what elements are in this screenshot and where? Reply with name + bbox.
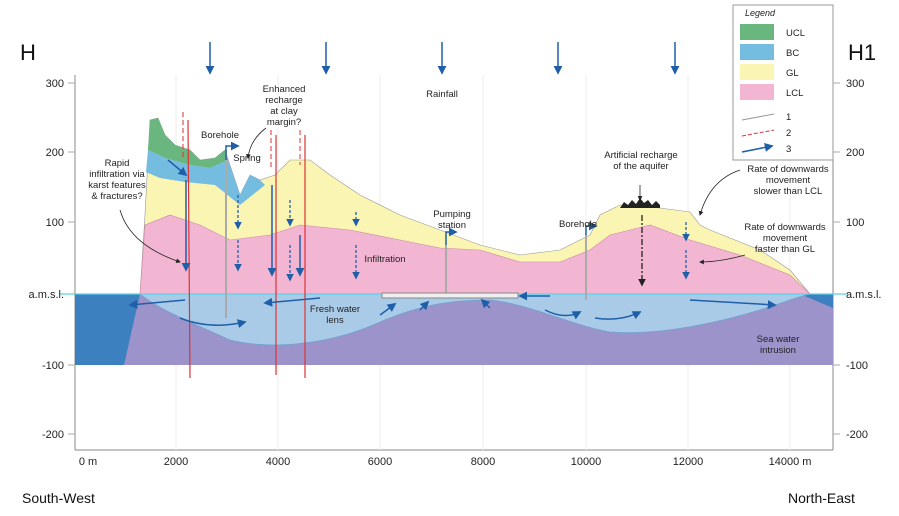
left-tick-label: 100 bbox=[46, 217, 64, 229]
legend-label: UCL bbox=[786, 28, 805, 39]
left-tick-label: -200 bbox=[42, 429, 64, 441]
annotation: movement bbox=[763, 233, 808, 244]
annotation: Borehole bbox=[201, 130, 239, 141]
swatch bbox=[740, 24, 774, 40]
ucl-layer bbox=[148, 118, 228, 168]
borehole-arrow bbox=[585, 221, 598, 235]
left-tick-label: -100 bbox=[42, 360, 64, 372]
leaders bbox=[119, 127, 746, 265]
annotation: at clay bbox=[270, 106, 298, 117]
annotation: Infiltration bbox=[364, 254, 405, 265]
lcl-layer bbox=[139, 214, 811, 295]
boreholes bbox=[225, 150, 587, 318]
bottom-tick-label: 6000 bbox=[368, 456, 392, 468]
right-tick-label: -200 bbox=[846, 429, 868, 441]
annotation: Rate of downwards bbox=[744, 222, 826, 233]
annotation: intrusion bbox=[760, 345, 796, 356]
right-tick-label: 200 bbox=[846, 147, 864, 159]
annotation: karst features bbox=[88, 180, 146, 191]
sea-right bbox=[800, 294, 833, 308]
annotation: margin? bbox=[267, 117, 301, 128]
bottom-tick-label: 12000 bbox=[673, 456, 704, 468]
swatch bbox=[740, 64, 774, 80]
faults-dashed bbox=[182, 112, 301, 170]
faults bbox=[187, 119, 306, 379]
swatch-line bbox=[741, 129, 775, 137]
annotation: Artificial recharge bbox=[604, 150, 677, 161]
left-tick-label: 300 bbox=[46, 78, 64, 90]
annotation: of the aquifer bbox=[613, 161, 668, 172]
annotation: Rate of downwards bbox=[747, 164, 829, 175]
annotation: Enhanced bbox=[263, 84, 306, 95]
annotation: Pumping bbox=[433, 209, 471, 220]
annotation: Sea water bbox=[757, 334, 800, 345]
swatch-line bbox=[741, 113, 775, 121]
sea-left bbox=[75, 294, 140, 365]
annotation: infiltration via bbox=[89, 169, 145, 180]
bottom-tick-label: 14000 m bbox=[769, 456, 812, 468]
section-start: H bbox=[20, 40, 36, 65]
pumping-pipe bbox=[381, 292, 519, 299]
swatch-arrow bbox=[741, 142, 774, 153]
bottom-tick-label: 8000 bbox=[471, 456, 495, 468]
annotation: faster than GL bbox=[755, 244, 815, 255]
swatch bbox=[740, 84, 774, 100]
legend-label: GL bbox=[786, 68, 799, 79]
legend-title: Legend bbox=[745, 8, 776, 18]
legend-label: 2 bbox=[786, 128, 791, 139]
bottom-tick-label: 0 m bbox=[79, 456, 97, 468]
legend: Legend UCL BC GL LCL 1 2 3 bbox=[732, 4, 834, 161]
annotation: & fractures? bbox=[91, 191, 142, 202]
recharge-facility bbox=[620, 198, 660, 208]
annotation: Rainfall bbox=[426, 89, 458, 100]
flow-arrows bbox=[128, 42, 777, 328]
annotation: movement bbox=[766, 175, 811, 186]
bottom-tick-label: 10000 bbox=[571, 456, 602, 468]
annotation: Borehole bbox=[559, 219, 597, 230]
annotation: slower than LCL bbox=[754, 186, 823, 197]
bc-layer bbox=[146, 150, 265, 205]
annotation: Fresh water bbox=[310, 304, 360, 315]
direction-left: South-West bbox=[22, 490, 95, 506]
infiltration-arrows bbox=[234, 195, 690, 282]
swatch bbox=[740, 44, 774, 60]
borehole-arrow bbox=[225, 141, 240, 160]
geology bbox=[60, 117, 848, 365]
legend-label: 3 bbox=[786, 144, 791, 155]
legend-label: 1 bbox=[786, 112, 791, 123]
right-tick-label: 300 bbox=[846, 78, 864, 90]
left-tick-label: a.m.s.l. bbox=[29, 289, 64, 301]
bottom-tick-label: 4000 bbox=[266, 456, 290, 468]
pump-arrow bbox=[445, 227, 458, 245]
right-tick-label: -100 bbox=[846, 360, 868, 372]
annotation: lens bbox=[326, 315, 344, 326]
annotation: Spring bbox=[233, 153, 260, 164]
right-tick-label: a.m.s.l. bbox=[846, 289, 881, 301]
legend-label: LCL bbox=[786, 88, 803, 99]
direction-right: North-East bbox=[788, 490, 855, 506]
annotation: Rapid bbox=[105, 158, 130, 169]
left-tick-label: 200 bbox=[46, 147, 64, 159]
annotation: recharge bbox=[265, 95, 303, 106]
right-tick-label: 100 bbox=[846, 217, 864, 229]
section-end: H1 bbox=[848, 40, 876, 65]
tick-labels: 300 200 100 a.m.s.l. -100 -200 300 200 100 a.m.s.… bbox=[29, 78, 882, 468]
legend-label: BC bbox=[786, 48, 799, 59]
annotation: station bbox=[438, 220, 466, 231]
bottom-tick-label: 2000 bbox=[164, 456, 188, 468]
